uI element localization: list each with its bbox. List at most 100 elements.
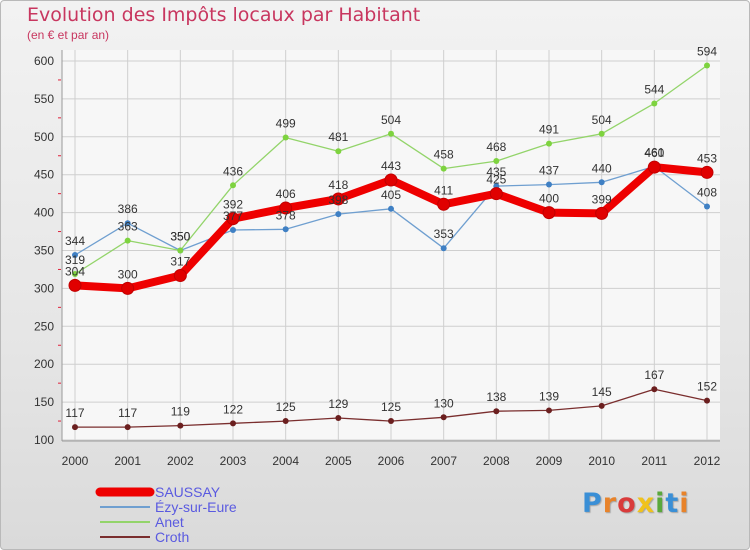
data-point-anet — [598, 130, 605, 137]
data-point-saussay — [331, 192, 345, 206]
data-label-saussay: 453 — [697, 151, 717, 165]
y-tick-label: 350 — [34, 244, 54, 258]
data-point-anet — [72, 270, 78, 277]
data-label-saussay: 304 — [65, 264, 85, 278]
x-tick-label: 2007 — [430, 454, 457, 468]
data-label-ezy-sur-eure: 435 — [486, 165, 506, 179]
data-label-anet: 499 — [276, 117, 296, 131]
data-label-anet: 491 — [539, 123, 559, 137]
data-label-anet: 319 — [65, 253, 85, 267]
data-point-croth — [72, 424, 78, 431]
logo-letter: x — [636, 488, 656, 519]
y-tick-label: 200 — [34, 357, 54, 371]
proxiti-logo: Proxiti — [582, 488, 690, 519]
data-label-saussay: 400 — [539, 192, 559, 206]
data-label-anet: 436 — [223, 164, 243, 178]
data-label-anet: 481 — [328, 130, 348, 144]
data-label-ezy-sur-eure: 386 — [118, 202, 138, 216]
y-tick-label: 100 — [34, 433, 54, 447]
data-point-saussay — [226, 212, 240, 226]
data-label-ezy-sur-eure: 408 — [697, 186, 717, 200]
data-point-anet — [177, 247, 184, 254]
data-label-saussay: 399 — [592, 192, 612, 206]
data-point-croth — [335, 415, 342, 422]
data-point-anet — [282, 134, 289, 141]
data-point-croth — [651, 386, 658, 393]
data-label-croth: 125 — [276, 400, 296, 414]
data-point-ezy-sur-eure — [440, 245, 447, 252]
x-tick-label: 2004 — [272, 454, 299, 468]
x-tick-label: 2006 — [378, 454, 405, 468]
data-point-croth — [493, 408, 500, 415]
data-point-croth — [388, 418, 394, 425]
axes: 100 150 200 250 300 350 400 450 500 550 600 2000 200… — [34, 50, 721, 468]
data-label-croth: 129 — [328, 397, 348, 411]
data-point-croth — [546, 407, 552, 414]
y-tick-label: 250 — [34, 319, 54, 333]
legend-label: Ézy-sur-Eure — [155, 499, 237, 515]
data-point-croth — [177, 422, 184, 429]
legend-label: SAUSSAY — [155, 484, 221, 500]
data-label-anet: 544 — [644, 82, 664, 96]
y-tick-label: 600 — [34, 54, 54, 68]
data-label-croth: 130 — [434, 396, 454, 410]
data-label-ezy-sur-eure: 405 — [381, 188, 401, 202]
data-label-saussay: 392 — [223, 198, 243, 212]
data-label-anet: 363 — [118, 220, 138, 234]
data-point-croth — [124, 424, 131, 431]
logo-letter: t — [665, 488, 680, 519]
data-point-croth — [440, 414, 447, 421]
data-label-ezy-sur-eure: 344 — [65, 234, 85, 248]
data-point-saussay — [700, 165, 714, 179]
data-point-ezy-sur-eure — [546, 181, 552, 188]
x-tick-label: 2002 — [167, 454, 194, 468]
y-tick-label: 150 — [34, 395, 54, 409]
data-label-croth: 138 — [486, 390, 506, 404]
data-label-croth: 152 — [697, 380, 717, 394]
data-point-ezy-sur-eure — [124, 220, 131, 227]
data-label-anet: 458 — [434, 148, 454, 162]
logo-letter: i — [679, 488, 690, 519]
y-tick-label: 450 — [34, 168, 54, 182]
chart-subtitle: (en € et par an) — [27, 28, 110, 42]
data-point-anet — [230, 182, 236, 189]
y-tick-label: 550 — [34, 92, 54, 106]
data-point-croth — [282, 418, 289, 425]
data-label-anet: 504 — [592, 113, 612, 127]
data-point-saussay — [173, 269, 187, 283]
data-point-saussay — [437, 197, 451, 211]
chart-title: Evolution des Impôts locaux par Habitant — [27, 4, 421, 26]
data-label-ezy-sur-eure: 350 — [170, 230, 190, 244]
data-point-saussay — [121, 281, 135, 295]
x-tick-label: 2005 — [325, 454, 352, 468]
data-label-ezy-sur-eure: 353 — [434, 227, 454, 241]
legend-label: Anet — [155, 514, 184, 530]
x-tick-label: 2009 — [536, 454, 563, 468]
data-label-ezy-sur-eure: 440 — [592, 161, 612, 175]
data-point-saussay — [68, 278, 82, 292]
data-label-croth: 122 — [223, 402, 243, 416]
data-point-croth — [598, 402, 605, 409]
data-label-ezy-sur-eure: 461 — [644, 145, 664, 159]
data-label-saussay: 418 — [328, 178, 348, 192]
data-label-croth: 167 — [644, 368, 664, 382]
x-tick-label: 2012 — [694, 454, 721, 468]
data-point-saussay — [279, 201, 293, 215]
data-label-saussay: 300 — [118, 267, 138, 281]
data-label-saussay: 411 — [434, 183, 453, 197]
data-point-saussay — [384, 173, 398, 187]
data-label-croth: 145 — [592, 385, 612, 399]
data-label-saussay: 317 — [170, 255, 190, 269]
data-point-ezy-sur-eure — [704, 203, 710, 210]
logo-letter: i — [655, 488, 666, 519]
data-label-anet: 468 — [486, 140, 506, 154]
data-point-ezy-sur-eure — [230, 227, 236, 234]
data-point-ezy-sur-eure — [335, 211, 342, 218]
data-point-ezy-sur-eure — [388, 205, 394, 212]
y-tick-label: 300 — [34, 281, 54, 295]
y-tick-label: 500 — [34, 130, 54, 144]
series-group — [68, 62, 714, 431]
logo-letter: P — [582, 488, 603, 519]
data-point-anet — [124, 237, 131, 244]
